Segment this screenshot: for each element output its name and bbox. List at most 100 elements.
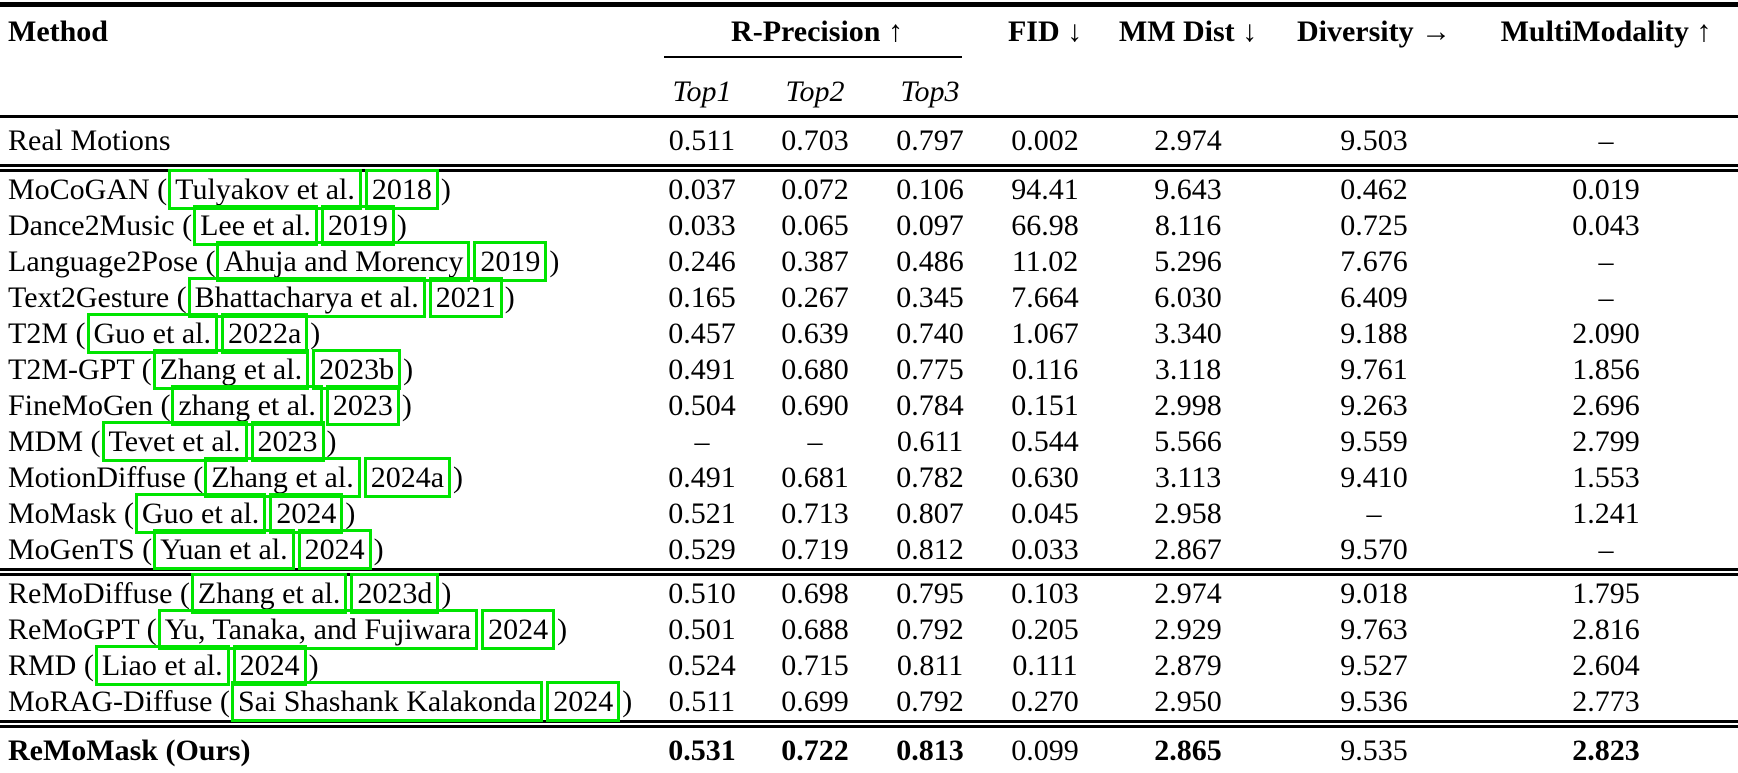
table-header: Method R-Precision ↑ FID ↓ MM Dist ↓ Div…: [0, 5, 1738, 118]
value-cell: 0.387: [781, 245, 849, 278]
value-cell: 9.018: [1340, 577, 1408, 610]
citation-year-box[interactable]: 2021: [428, 277, 503, 318]
citation-author-box[interactable]: Bhattacharya et al.: [187, 277, 426, 318]
table-row: MotionDiffuse (Zhang et al. 2024a) 0.491 0.…: [0, 457, 1738, 498]
value-cell: 0.784: [896, 389, 964, 422]
method-cell: MotionDiffuse (Zhang et al. 2024a): [0, 457, 646, 498]
value-cell: 9.503: [1274, 116, 1475, 172]
method-cell: MoGenTS (Yuan et al. 2024): [0, 529, 646, 576]
value-cell: 0.491: [668, 461, 736, 494]
value-cell: 2.799: [1572, 425, 1640, 458]
value-cell: 2.823: [1572, 734, 1640, 767]
value-cell: –: [1598, 245, 1614, 278]
value-cell: 0.043: [1572, 209, 1640, 242]
value-cell: 0.699: [758, 684, 872, 728]
citation-author-box[interactable]: Guo et al.: [86, 313, 218, 354]
value-cell: 0.246: [668, 245, 736, 278]
citation-year-box[interactable]: 2023b: [312, 349, 402, 390]
method-cell: MoMask (Guo et al. 2024): [0, 493, 646, 534]
value-cell: 0.045: [1011, 497, 1079, 530]
value-cell: 6.409: [1340, 281, 1408, 314]
table-row: Dance2Music (Lee et al. 2019) 0.033 0.065 0.…: [0, 205, 1738, 246]
table-row: ReMoMask (Ours) 0.531 0.722 0.813 0.099 2.865…: [0, 724, 1738, 773]
value-cell: 0.097: [896, 209, 964, 242]
column-header-r-precision: R-Precision ↑: [646, 5, 988, 70]
value-cell: 0.510: [668, 577, 736, 610]
citation-year-box[interactable]: 2024: [297, 529, 372, 570]
value-cell: 0.491: [668, 353, 736, 386]
citation-author-box[interactable]: Liao et al.: [94, 645, 230, 686]
citation-author-box[interactable]: Guo et al.: [134, 493, 267, 534]
method-cell: MDM (Tevet et al. 2023): [0, 421, 646, 462]
value-cell: 66.98: [1011, 209, 1079, 242]
header-row-main: Method R-Precision ↑ FID ↓ MM Dist ↓ Div…: [0, 5, 1738, 70]
r-precision-midrule: [664, 56, 963, 58]
citation-year-box[interactable]: 2022a: [220, 313, 309, 354]
value-cell: 0.106: [896, 173, 964, 206]
value-cell: 2.929: [1154, 613, 1222, 646]
citation-author-box[interactable]: Tevet et al.: [101, 421, 248, 462]
citation-year-box[interactable]: 2023: [325, 385, 400, 426]
value-cell: 9.188: [1340, 317, 1408, 350]
citation-year-box[interactable]: 2024a: [363, 457, 452, 498]
citation-author-box[interactable]: Sai Shashank Kalakonda: [230, 681, 544, 722]
value-cell: –: [1474, 532, 1738, 576]
citation-author-box[interactable]: Ahuja and Morency: [216, 241, 471, 282]
citation-year-box[interactable]: 2024: [481, 609, 556, 650]
method-cell: ReMoGPT (Yu, Tanaka, and Fujiwara 2024): [0, 609, 646, 650]
citation-author-box[interactable]: Tulyakov et al.: [168, 169, 362, 210]
value-cell: 0.797: [872, 116, 989, 172]
column-header-top1: Top1: [646, 69, 758, 118]
citation-year-box[interactable]: 2024: [269, 493, 344, 534]
value-cell: 0.740: [896, 317, 964, 350]
value-cell: 0.099: [1011, 734, 1079, 767]
citation-author-box[interactable]: Lee et al.: [193, 205, 318, 246]
value-cell: 0.037: [668, 173, 736, 206]
citation-author-box[interactable]: Zhang et al.: [190, 573, 348, 614]
value-cell: 9.761: [1340, 353, 1408, 386]
value-cell: 0.504: [668, 389, 736, 422]
citation-year-box[interactable]: 2023: [250, 421, 325, 462]
value-cell: 0.795: [896, 577, 964, 610]
value-cell: 2.604: [1572, 649, 1640, 682]
value-cell: 0.151: [1011, 389, 1079, 422]
citation-year-box[interactable]: 2024: [232, 645, 307, 686]
citation-author-box[interactable]: Zhang et al.: [152, 349, 310, 390]
value-cell: 0.524: [668, 649, 736, 682]
value-cell: 1.067: [1011, 317, 1079, 350]
value-cell: 0.544: [1011, 425, 1079, 458]
table-row: MoMask (Guo et al. 2024) 0.521 0.713 0.807 0.…: [0, 493, 1738, 534]
table-row: Language2Pose (Ahuja and Morency 2019) 0.2…: [0, 241, 1738, 282]
value-cell: 0.511: [646, 684, 758, 728]
value-cell: 3.113: [1154, 461, 1222, 494]
value-cell: 0.019: [1572, 173, 1640, 206]
method-cell: Language2Pose (Ahuja and Morency 2019): [0, 241, 646, 282]
citation-year-box[interactable]: 2019: [473, 241, 548, 282]
table-row: ReMoDiffuse (Zhang et al. 2023d) 0.510 0.69…: [0, 572, 1738, 614]
value-cell: –: [1598, 281, 1614, 314]
value-cell: 0.703: [758, 116, 872, 172]
value-cell: 0.116: [1011, 353, 1079, 386]
citation-year-box[interactable]: 2023d: [350, 573, 440, 614]
citation-author-box[interactable]: Yu, Tanaka, and Fujiwara: [157, 609, 479, 650]
citation-author-box[interactable]: Yuan et al.: [153, 529, 295, 570]
value-cell: 0.486: [896, 245, 964, 278]
citation-author-box[interactable]: zhang et al.: [171, 385, 323, 426]
value-cell: 9.410: [1340, 461, 1408, 494]
value-cell: 0.715: [781, 649, 849, 682]
citation-year-box[interactable]: 2019: [320, 205, 395, 246]
value-cell: 1.553: [1572, 461, 1640, 494]
value-cell: –: [1366, 497, 1382, 530]
subheader-spacer: [0, 69, 646, 118]
citation-author-box[interactable]: Zhang et al.: [204, 457, 361, 498]
method-cell: FineMoGen (zhang et al. 2023): [0, 385, 646, 426]
column-header-top3: Top3: [872, 69, 989, 118]
value-cell: 0.033: [988, 532, 1103, 576]
value-cell: 0.501: [668, 613, 736, 646]
value-cell: 0.205: [1011, 613, 1079, 646]
value-cell: 6.030: [1154, 281, 1222, 314]
citation-year-box[interactable]: 2018: [364, 169, 439, 210]
value-cell: 0.639: [781, 317, 849, 350]
citation-year-box[interactable]: 2024: [546, 681, 621, 722]
